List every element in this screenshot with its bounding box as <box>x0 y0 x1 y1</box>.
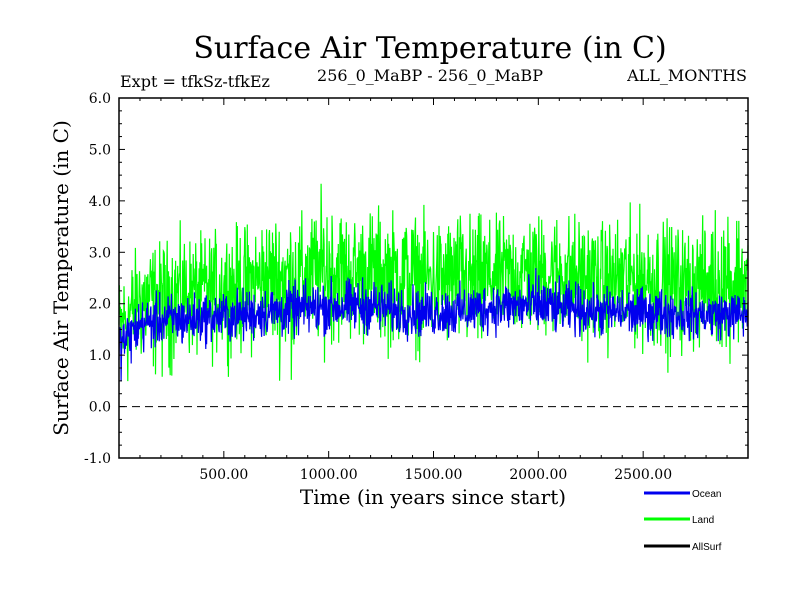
x-tick-label: 2000.00 <box>509 467 567 483</box>
series-ocean-line <box>118 268 749 382</box>
legend-label-allsurf: AllSurf <box>692 542 722 553</box>
legend: Ocean Land AllSurf <box>644 489 722 553</box>
legend-label-land: Land <box>692 515 714 526</box>
x-tick-label: 1500.00 <box>405 467 463 483</box>
plot-series <box>118 183 749 382</box>
chart-title: Surface Air Temperature (in C) <box>193 31 666 66</box>
y-tick-label: 1.0 <box>89 348 111 364</box>
experiment-label: Expt = tfkSz-tfkEz <box>120 72 270 91</box>
y-tick-label: 4.0 <box>89 194 111 210</box>
y-axis: -1.0 0.0 1.0 2.0 3.0 4.0 5.0 6.0 <box>84 91 748 467</box>
months-label: ALL_MONTHS <box>626 66 747 85</box>
x-axis: 500.00 1000.00 1500.00 2000.00 2500.00 <box>139 98 728 483</box>
series-land-line <box>118 183 749 382</box>
y-tick-label: -1.0 <box>84 451 111 467</box>
date-range-label: 256_0_MaBP - 256_0_MaBP <box>317 66 543 85</box>
x-axis-label: Time (in years since start) <box>300 485 566 509</box>
x-tick-label: 2500.00 <box>614 467 672 483</box>
legend-label-ocean: Ocean <box>692 489 721 500</box>
y-tick-label: 5.0 <box>89 142 111 158</box>
y-tick-label: 6.0 <box>89 91 111 107</box>
y-tick-label: 0.0 <box>89 400 111 416</box>
y-tick-label: 3.0 <box>89 245 111 261</box>
y-tick-label: 2.0 <box>89 297 111 313</box>
x-tick-label: 500.00 <box>199 467 248 483</box>
y-axis-label: Surface Air Temperature (in C) <box>49 120 73 436</box>
x-tick-label: 1000.00 <box>300 467 358 483</box>
